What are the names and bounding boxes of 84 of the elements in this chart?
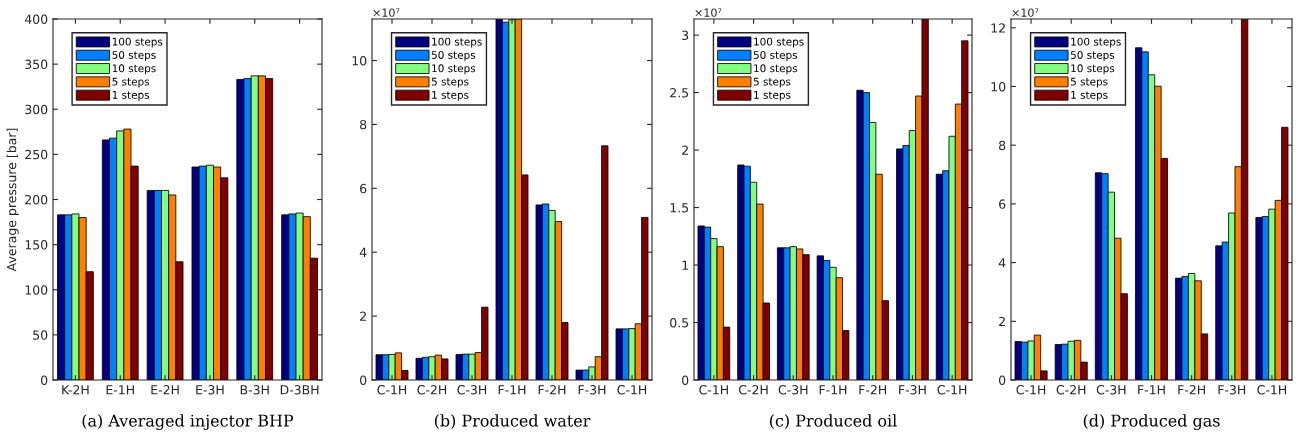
- text: (b) Produced water: [434, 414, 591, 429]
- x-tick-label: C-3H: [778, 385, 808, 395]
- y-tick-label: 100: [25, 285, 48, 295]
- x-tick-label: C-1H: [617, 385, 647, 395]
- x-tick-label: B-3H: [240, 385, 269, 395]
- y-tick-label: 300: [25, 104, 48, 115]
- x-tick-label: F-2H: [538, 385, 566, 395]
- legend-label: 100 steps: [754, 37, 804, 48]
- y-tick-label: 1.5: [670, 203, 689, 213]
- legend-label: 100 steps: [432, 37, 482, 48]
- y-tick-label: 400: [24, 14, 48, 24]
- legend-label: 5 steps: [753, 77, 791, 88]
- y-tick-label: 10: [352, 56, 367, 66]
- legend-label: 1 steps: [432, 91, 469, 101]
- y-tick-label: 0: [682, 375, 689, 385]
- y-tick-label: 4: [998, 258, 1006, 268]
- x-tick-label: F-3H: [899, 385, 926, 395]
- x-tick-label: C-3H: [1096, 385, 1126, 395]
- legend-label: 50 steps: [1070, 51, 1115, 61]
- y-tick-label: 2: [682, 145, 688, 155]
- legend-label: 10 steps: [1071, 64, 1115, 75]
- legend-label: 50 steps: [112, 51, 156, 61]
- x-tick-label: F-1H: [498, 385, 526, 395]
- text: ×10⁷: [695, 8, 722, 17]
- y-tick-label: 0: [999, 375, 1006, 385]
- legend-label: 1 steps: [112, 91, 150, 101]
- text: (d) Produced gas: [1083, 414, 1220, 430]
- y-tick-label: 4: [359, 247, 367, 257]
- text: (a) Averaged injector BHP: [82, 414, 294, 430]
- x-tick-label: F-3H: [1218, 385, 1246, 395]
- legend-label: 5 steps: [112, 77, 150, 88]
- legend-label: 5 steps: [431, 77, 469, 88]
- legend-label: 100 steps: [112, 37, 163, 48]
- x-tick-label: F-2H: [1178, 385, 1205, 395]
- y-axis-title: Average pressure [bar]: [6, 128, 19, 272]
- x-tick-label: C-1H: [1257, 385, 1286, 395]
- x-tick-label: F-1H: [1138, 385, 1165, 395]
- legend-label: 50 steps: [431, 51, 476, 61]
- x-tick-label: C-2H: [1056, 385, 1086, 395]
- y-tick-label: 0.5: [670, 317, 689, 328]
- y-tick-label: 6: [360, 183, 367, 194]
- text: (c) Produced oil: [770, 414, 897, 429]
- text: ×10⁷: [373, 8, 400, 17]
- y-tick-label: 2: [360, 311, 366, 321]
- x-tick-label: F-1H: [819, 385, 847, 395]
- x-tick-label: C-1H: [699, 385, 728, 395]
- legend-label: 10 steps: [754, 64, 798, 75]
- y-tick-label: 12: [991, 23, 1005, 33]
- text: ×10⁷: [1012, 8, 1039, 17]
- x-tick-label: C-2H: [417, 385, 447, 395]
- legend-label: 100 steps: [1071, 37, 1121, 48]
- x-tick-label: C-1H: [1016, 385, 1046, 395]
- y-tick-label: 2: [999, 316, 1005, 327]
- x-tick-label: E-2H: [151, 385, 179, 395]
- y-tick-label: 350: [25, 59, 48, 70]
- y-tick-label: 10: [991, 81, 1006, 92]
- x-tick-label: D-3BH: [280, 385, 319, 395]
- y-tick-label: 200: [25, 194, 48, 205]
- y-tick-label: 0: [41, 375, 48, 385]
- y-tick-label: 250: [25, 149, 48, 160]
- legend-label: 1 steps: [1071, 91, 1108, 101]
- legend-label: 50 steps: [753, 51, 798, 61]
- x-tick-label: F-2H: [859, 385, 887, 395]
- y-tick-label: 2.5: [670, 88, 689, 98]
- legend-label: 10 steps: [112, 64, 156, 75]
- x-tick-label: C-1H: [937, 385, 967, 395]
- legend-label: 5 steps: [1070, 77, 1108, 88]
- x-tick-label: F-3H: [578, 385, 606, 395]
- x-tick-label: C-1H: [377, 385, 407, 395]
- y-tick-label: 8: [999, 140, 1006, 151]
- x-tick-label: C-2H: [738, 385, 768, 395]
- y-tick-label: 3: [682, 30, 689, 41]
- x-tick-label: E-3H: [196, 385, 224, 395]
- y-tick-label: 1: [682, 260, 688, 270]
- y-tick-label: 150: [25, 240, 48, 250]
- x-tick-label: E-1H: [106, 385, 134, 395]
- y-tick-label: 6: [999, 199, 1006, 209]
- y-tick-label: 50: [33, 330, 48, 340]
- y-tick-label: 0: [360, 375, 367, 385]
- legend-label: 10 steps: [432, 64, 476, 75]
- x-tick-label: K-2H: [62, 385, 89, 395]
- legend-label: 1 steps: [754, 91, 791, 101]
- x-tick-label: C-3H: [457, 385, 487, 395]
- y-tick-label: 8: [360, 119, 367, 130]
